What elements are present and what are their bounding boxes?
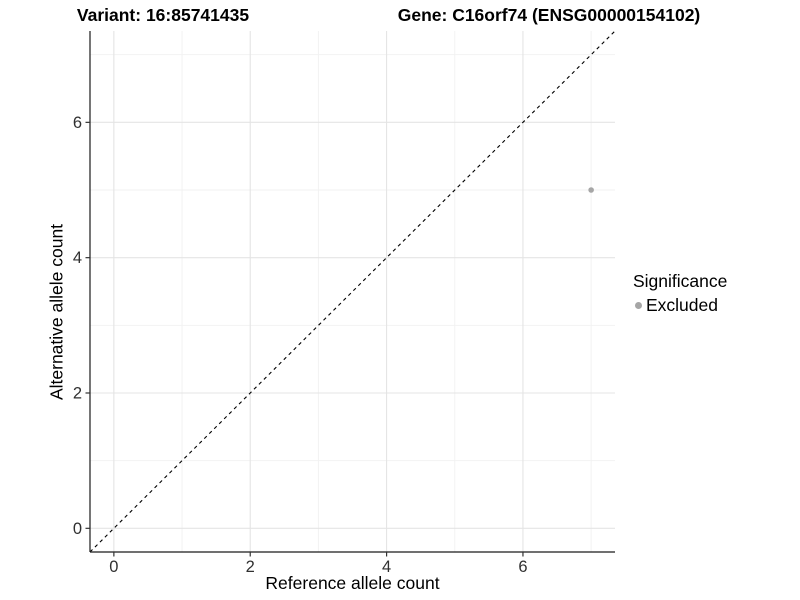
data-point — [588, 187, 594, 193]
legend-item-excluded: Excluded — [635, 295, 727, 316]
y-tick-label: 4 — [73, 249, 82, 267]
identity-line — [89, 30, 616, 553]
y-tick-label: 2 — [73, 384, 82, 402]
variant-title: Variant: 16:85741435 — [76, 5, 250, 25]
legend: Significance Excluded — [633, 271, 727, 316]
y-axis-title: Alternative allele count — [46, 223, 67, 401]
x-tick-label: 0 — [109, 558, 118, 576]
x-axis-title: Reference allele count — [265, 573, 440, 593]
gene-title: Gene: C16orf74 (ENSG00000154102) — [397, 5, 701, 25]
y-tick-label: 6 — [73, 114, 82, 132]
legend-item-label: Excluded — [646, 295, 718, 315]
x-tick-label: 6 — [518, 558, 527, 576]
y-tick-label: 0 — [73, 520, 82, 538]
x-tick-label: 2 — [246, 558, 255, 576]
x-tick-label: 4 — [382, 558, 391, 576]
legend-title: Significance — [633, 271, 728, 291]
legend-point-icon — [635, 302, 642, 309]
